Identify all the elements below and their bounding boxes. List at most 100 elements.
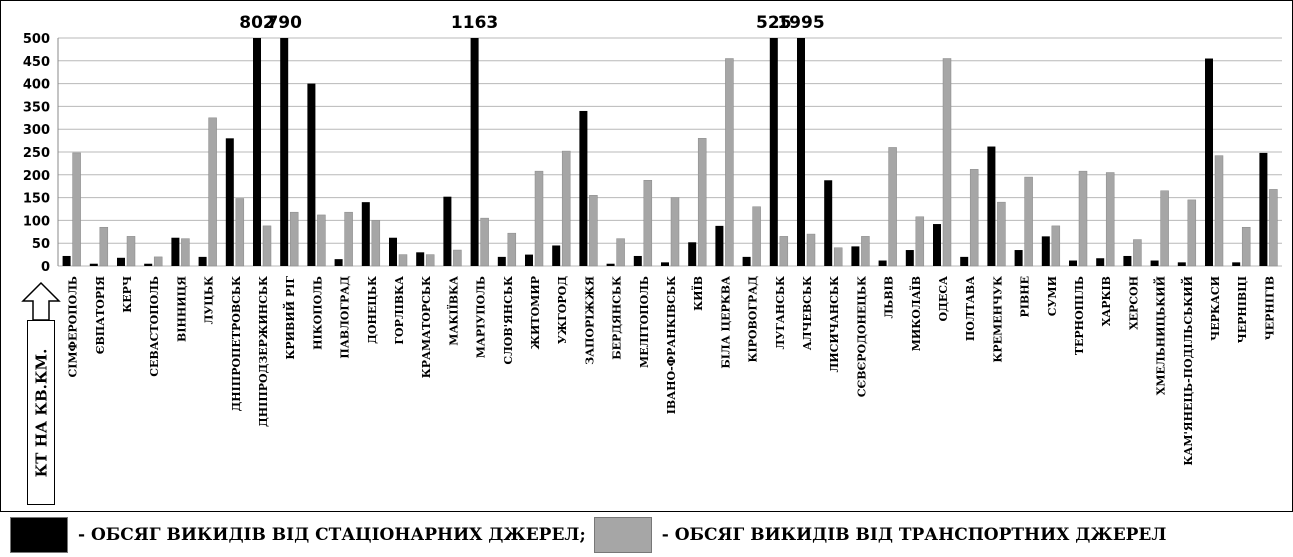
- x-tick-label: ДНІПРОДЗЕРЖИНСЬК: [257, 276, 270, 427]
- x-tick-label: ЛУГАНСЬК: [774, 276, 787, 349]
- bar-stationary: [497, 256, 506, 266]
- bar-transport: [99, 226, 109, 267]
- x-tick-label: ЖИТОМИР: [529, 276, 542, 349]
- bar-transport: [1051, 225, 1061, 267]
- bar-stationary: [253, 38, 261, 266]
- bar-stationary: [661, 262, 669, 266]
- x-tick-label: ПОЛТАВА: [964, 276, 977, 341]
- bar-transport: [344, 211, 353, 267]
- bar-transport: [915, 216, 925, 267]
- bar-transport: [806, 233, 816, 267]
- bar-transport: [235, 198, 245, 267]
- x-tick-label: ХЕРСОН: [1127, 276, 1140, 330]
- bar-chart: 0 50 100 150 200 250 300 350 400 450 500 СІМФЕРОПОЛ…: [21, 13, 1282, 466]
- bar-transport: [126, 236, 136, 267]
- bar-transport: [1187, 199, 1197, 267]
- x-tick-label: ВІННИЦЯ: [175, 276, 188, 342]
- bar-transport: [697, 138, 707, 267]
- x-tick-label: ЧЕРНІГІВ: [1263, 276, 1276, 340]
- bar-stationary: [715, 225, 724, 266]
- bar-stationary: [1014, 250, 1023, 266]
- bar-transport: [425, 254, 435, 267]
- bar-transport: [507, 232, 517, 267]
- x-tick-label: СЄВЄРОДОНЕЦЬК: [855, 276, 868, 397]
- x-tick-label: КРЕМЕНЧУК: [991, 276, 1004, 363]
- data-label: 1995: [777, 13, 824, 33]
- bar-stationary: [905, 250, 914, 266]
- legend-label-transport: - ОБСЯГ ВИКИДІВ ВІД ТРАНСПОРТНИХ ДЖЕРЕЛ: [661, 524, 1167, 545]
- bar-stationary: [389, 237, 397, 266]
- y-tick-label: 400: [23, 78, 50, 93]
- bar-transport: [752, 206, 761, 267]
- x-tick-label: СІМФЕРОПОЛЬ: [67, 276, 80, 378]
- x-tick-label: МИКОЛАЇВ: [909, 276, 923, 351]
- x-tick-label: МАКІЇВКА: [446, 276, 460, 346]
- x-tick-label: АЛЧЕВСЬК: [801, 276, 814, 350]
- bar-transport: [289, 211, 299, 267]
- bar-transport: [725, 58, 734, 267]
- bar-stationary: [579, 110, 588, 267]
- bar-stationary: [280, 38, 289, 266]
- x-tick-label: КРИВИЙ РІГ: [282, 276, 297, 360]
- x-tick-label: МАРІУПОЛЬ: [475, 276, 488, 358]
- bar-stationary: [1205, 58, 1213, 266]
- x-tick-label: СЛОВ'ЯНСЬК: [502, 276, 515, 365]
- bar-transport: [997, 201, 1006, 267]
- x-tick-label: СЕВАСТОПОЛЬ: [148, 276, 161, 377]
- bar-stationary: [525, 254, 533, 266]
- bar-transport: [833, 247, 843, 267]
- x-tick-label: ІВАНО-ФРАНКІВСЬК: [665, 276, 678, 414]
- bar-stationary: [1259, 152, 1268, 266]
- bar-transport: [1105, 172, 1115, 267]
- x-tick-label: КРАМАТОРСЬК: [420, 276, 433, 378]
- bar-stationary: [307, 83, 316, 266]
- x-tick-label: ЄВПАТОРІЯ: [94, 276, 107, 355]
- x-tick-label: ЧЕРКАСИ: [1209, 276, 1222, 341]
- bar-stationary: [960, 256, 969, 266]
- bar-stationary: [1096, 258, 1105, 266]
- bar-transport: [534, 170, 544, 267]
- bar-stationary: [144, 263, 153, 266]
- bar-transport: [861, 236, 870, 267]
- x-tick-label: БЕРДЯНСЬК: [611, 276, 624, 360]
- bar-transport: [153, 256, 163, 267]
- x-tick-label: ЧЕРНІВЦІ: [1236, 276, 1249, 343]
- x-tick-label: ЗАПОРІЖЖЯ: [583, 276, 596, 365]
- x-tick-label: ЛЬВІВ: [883, 276, 896, 319]
- bar-stationary: [742, 256, 751, 266]
- bar-stationary: [606, 263, 615, 266]
- legend-swatch-transport: [593, 516, 652, 553]
- data-label: 790: [266, 13, 302, 33]
- x-tick-label: КЕРЧ: [121, 276, 134, 313]
- bar-stationary: [416, 252, 425, 266]
- x-tick-label: ДНІПРОПЕТРОВСЬК: [230, 276, 243, 412]
- bar-stationary: [878, 260, 887, 266]
- y-tick-label: 0: [41, 260, 50, 275]
- x-tick-label: ТЕРНОПІЛЬ: [1073, 276, 1086, 355]
- y-tick-label: 50: [32, 237, 50, 252]
- bar-stationary: [1177, 262, 1186, 266]
- x-tick-label: ОДЕСА: [937, 276, 950, 322]
- y-tick-label: 250: [23, 146, 50, 161]
- x-tick-label: НІКОПОЛЬ: [311, 276, 324, 350]
- data-label: 802: [239, 13, 275, 33]
- bar-transport: [262, 225, 272, 267]
- data-label: 1163: [451, 13, 498, 33]
- bar-transport: [969, 169, 979, 267]
- bar-stationary: [443, 196, 452, 266]
- x-tick-label: МЕЛІТОПОЛЬ: [638, 276, 651, 368]
- bar-transport: [1241, 226, 1251, 267]
- bar-stationary: [769, 38, 778, 266]
- y-axis-label-box: КТ НА КВ.КМ.: [27, 320, 55, 505]
- legend-label-stationary: - ОБСЯГ ВИКИДІВ ВІД СТАЦІОНАРНИХ ДЖЕРЕЛ;: [78, 524, 586, 545]
- x-tick-label: ГОРЛІВКА: [393, 276, 406, 345]
- x-tick-label: ХМЕЛЬНИЦЬКИЙ: [1153, 276, 1168, 395]
- bar-transport: [670, 197, 680, 267]
- y-tick-label: 150: [23, 192, 50, 207]
- bar-transport: [779, 236, 789, 267]
- bar-transport: [1078, 170, 1088, 267]
- x-tick-label: ПАВЛОГРАД: [339, 276, 352, 359]
- bar-stationary: [633, 255, 642, 266]
- bar-stationary: [171, 237, 180, 266]
